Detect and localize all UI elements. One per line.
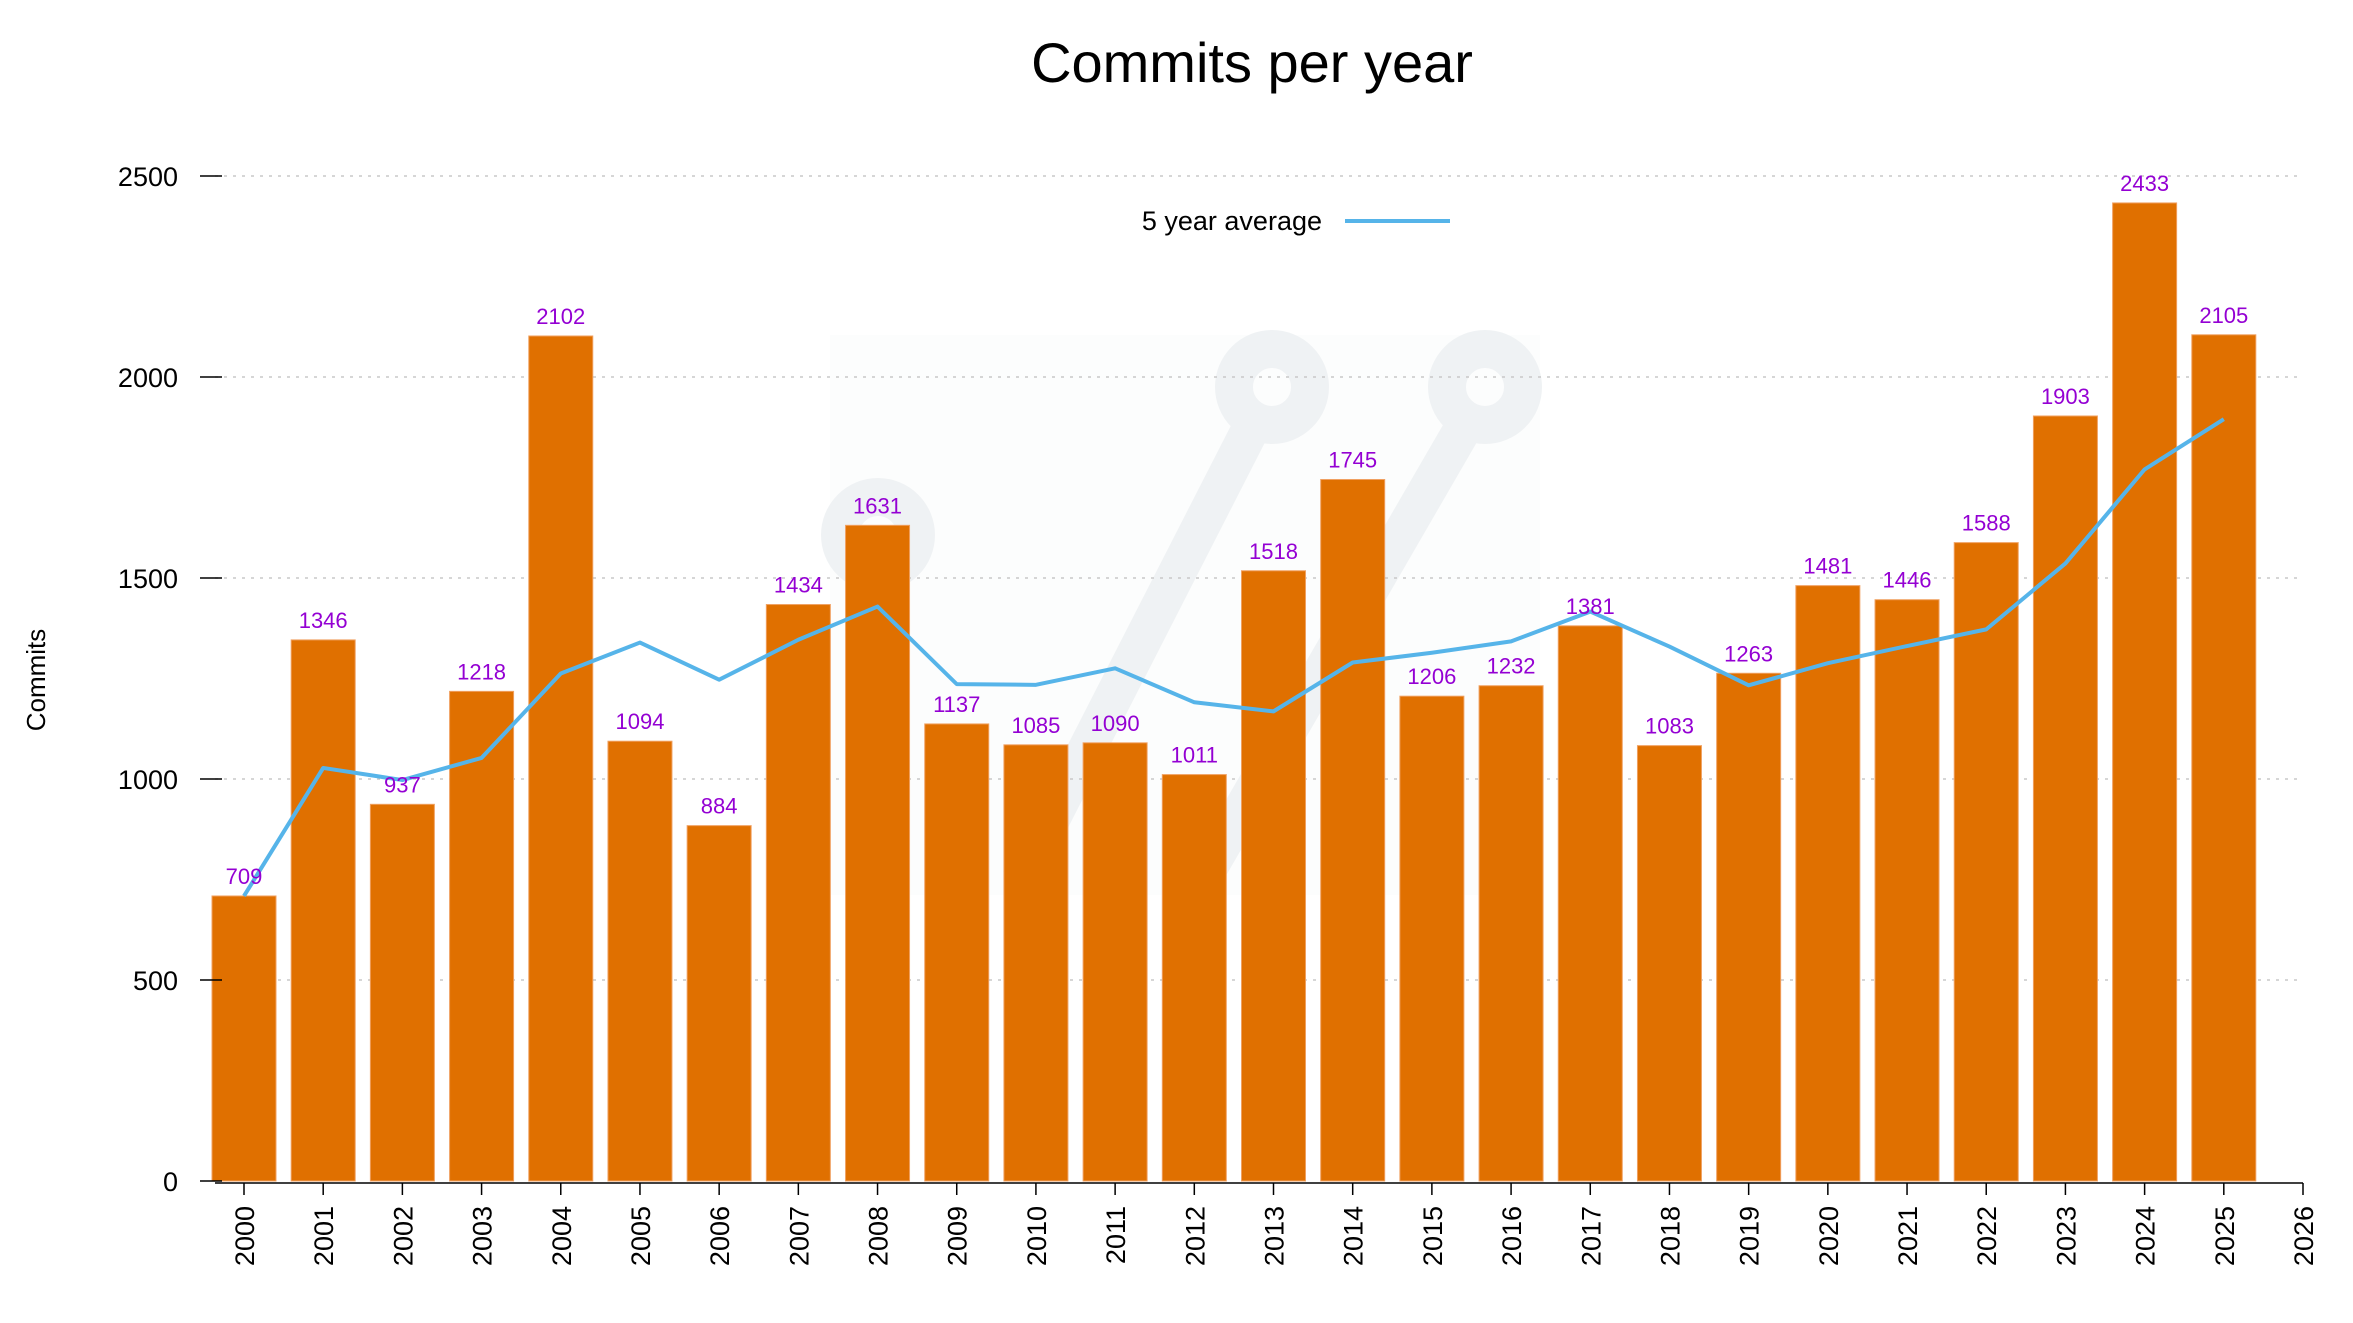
bar-value-label: 884 bbox=[701, 794, 738, 819]
x-tick-label: 2017 bbox=[1576, 1206, 1606, 1266]
x-tick-label: 2013 bbox=[1260, 1206, 1290, 1266]
bar-2007 bbox=[765, 604, 831, 1182]
x-tick-label: 2001 bbox=[309, 1206, 339, 1266]
x-tick-label: 2014 bbox=[1339, 1206, 1369, 1266]
x-tick-label: 2026 bbox=[2289, 1206, 2319, 1266]
x-tick-label: 2020 bbox=[1814, 1206, 1844, 1266]
x-tick-label: 2009 bbox=[943, 1206, 973, 1266]
y-tick-label: 0 bbox=[163, 1167, 178, 1197]
x-tick-label: 2010 bbox=[1022, 1206, 1052, 1266]
y-tick-label: 500 bbox=[133, 966, 178, 996]
bar-2019 bbox=[1716, 672, 1782, 1182]
bar-value-label: 2102 bbox=[536, 304, 585, 329]
x-tick-label: 2011 bbox=[1101, 1206, 1131, 1264]
bar-2011 bbox=[1082, 742, 1148, 1182]
y-tick-label: 2500 bbox=[118, 162, 178, 192]
x-tick-label: 2004 bbox=[547, 1206, 577, 1266]
y-tick-label: 2000 bbox=[118, 363, 178, 393]
bar-2005 bbox=[607, 740, 673, 1182]
chart-title: Commits per year bbox=[1031, 31, 1473, 94]
bar-value-label: 1903 bbox=[2041, 384, 2090, 409]
bar-value-label: 1631 bbox=[853, 493, 902, 518]
bar-value-label: 1085 bbox=[1011, 713, 1060, 738]
x-tick-label: 2021 bbox=[1893, 1206, 1923, 1266]
legend: 5 year average bbox=[1142, 206, 1450, 236]
bar-2003 bbox=[449, 690, 515, 1182]
x-tick-label: 2022 bbox=[1972, 1206, 2002, 1266]
bar-value-label: 1094 bbox=[615, 709, 664, 734]
bar-2012 bbox=[1161, 774, 1227, 1182]
bar-2018 bbox=[1636, 745, 1702, 1182]
bar-value-label: 1481 bbox=[1803, 554, 1852, 579]
x-tick-label: 2003 bbox=[468, 1206, 498, 1266]
x-tick-label: 2018 bbox=[1655, 1206, 1685, 1266]
bar-2025 bbox=[2191, 334, 2257, 1182]
bar-value-label: 1346 bbox=[299, 608, 348, 633]
bar-2010 bbox=[1003, 744, 1069, 1182]
x-tick-label: 2016 bbox=[1497, 1206, 1527, 1266]
bar-value-label: 2105 bbox=[2199, 303, 2248, 328]
bar-value-label: 709 bbox=[226, 864, 263, 889]
x-tick-label: 2000 bbox=[230, 1206, 260, 1266]
bar-value-label: 1745 bbox=[1328, 448, 1377, 473]
bar-2004 bbox=[528, 335, 594, 1182]
bar-value-label: 2433 bbox=[2120, 171, 2169, 196]
bar-2008 bbox=[845, 524, 911, 1182]
bar-2016 bbox=[1478, 685, 1544, 1182]
bar-2001 bbox=[290, 639, 356, 1182]
bar-value-label: 1588 bbox=[1962, 511, 2011, 536]
bar-value-label: 1518 bbox=[1249, 539, 1298, 564]
bar-value-label: 1137 bbox=[933, 692, 980, 717]
bar-value-label: 1011 bbox=[1171, 743, 1218, 768]
x-tick-label: 2005 bbox=[626, 1206, 656, 1266]
bar-2002 bbox=[369, 803, 435, 1182]
bar-value-label: 937 bbox=[384, 772, 421, 797]
x-tick-label: 2006 bbox=[705, 1206, 735, 1266]
bar-2014 bbox=[1320, 479, 1386, 1182]
bar-2020 bbox=[1795, 585, 1861, 1182]
bar-2021 bbox=[1874, 599, 1940, 1182]
bar-value-label: 1232 bbox=[1487, 654, 1536, 679]
y-tick-label: 1500 bbox=[118, 564, 178, 594]
x-tick-label: 2002 bbox=[388, 1206, 418, 1266]
bar-2024 bbox=[2112, 202, 2178, 1182]
bar-value-label: 1446 bbox=[1883, 568, 1932, 593]
x-tick-label: 2024 bbox=[2131, 1206, 2161, 1266]
bar-2000 bbox=[211, 895, 277, 1182]
bar-value-label: 1263 bbox=[1724, 641, 1773, 666]
bar-2015 bbox=[1399, 695, 1465, 1182]
bar-value-label: 1381 bbox=[1566, 594, 1615, 619]
x-tick-label: 2008 bbox=[864, 1206, 894, 1266]
y-axis-label: Commits bbox=[21, 629, 51, 732]
bar-2023 bbox=[2032, 415, 2098, 1182]
x-tick-label: 2019 bbox=[1735, 1206, 1765, 1266]
bar-value-label: 1083 bbox=[1645, 714, 1694, 739]
x-tick-label: 2007 bbox=[784, 1206, 814, 1266]
x-tick-label: 2015 bbox=[1418, 1206, 1448, 1266]
x-tick-label: 2025 bbox=[2210, 1206, 2240, 1266]
bar-2006 bbox=[686, 825, 752, 1182]
bar-value-label: 1090 bbox=[1091, 711, 1140, 736]
bar-value-label: 1434 bbox=[774, 573, 823, 598]
bar-2017 bbox=[1557, 625, 1623, 1182]
bar-value-label: 1218 bbox=[457, 659, 506, 684]
bar-2013 bbox=[1241, 570, 1306, 1182]
bar-2009 bbox=[924, 723, 990, 1182]
bar-2022 bbox=[1953, 542, 2019, 1182]
legend-label: 5 year average bbox=[1142, 206, 1322, 236]
x-tick-label: 2023 bbox=[2051, 1206, 2081, 1266]
y-tick-label: 1000 bbox=[118, 765, 178, 795]
five-year-average-line bbox=[242, 417, 2225, 898]
bar-value-label: 1206 bbox=[1407, 664, 1456, 689]
x-tick-label: 2012 bbox=[1180, 1206, 1210, 1266]
